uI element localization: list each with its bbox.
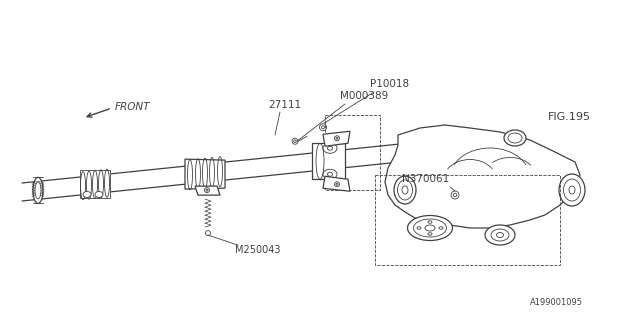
Ellipse shape [35,182,41,199]
Polygon shape [385,125,580,228]
Text: FRONT: FRONT [115,102,150,112]
Text: FIG.195: FIG.195 [548,112,591,122]
Polygon shape [185,159,225,189]
Polygon shape [195,186,220,195]
Text: M000389: M000389 [340,91,388,101]
Ellipse shape [33,177,43,203]
Text: M250043: M250043 [235,245,280,255]
Text: 27111: 27111 [268,100,301,110]
Text: N370061: N370061 [402,174,449,184]
Text: P10018: P10018 [370,79,409,89]
Ellipse shape [408,215,452,241]
Ellipse shape [559,174,585,206]
Ellipse shape [394,176,416,204]
Ellipse shape [485,225,515,245]
Polygon shape [323,131,350,146]
Ellipse shape [95,191,103,197]
Ellipse shape [504,130,526,146]
Polygon shape [323,176,350,191]
Text: A199001095: A199001095 [530,298,583,307]
Ellipse shape [83,191,91,197]
Polygon shape [80,171,110,198]
Bar [375,175,560,265]
Polygon shape [312,143,345,179]
Bar [325,115,380,190]
